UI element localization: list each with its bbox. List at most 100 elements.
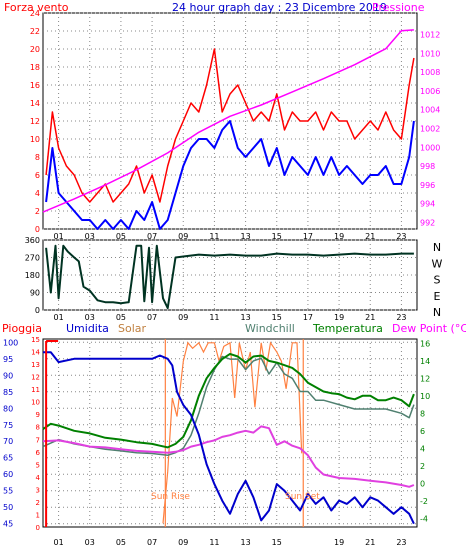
temp-tick-label: 6: [420, 427, 425, 436]
compass-label: N: [433, 306, 441, 319]
direction-tick-label: 270: [25, 254, 40, 263]
pressure-label: Pressione: [372, 1, 425, 14]
climate-series: [42, 339, 415, 527]
x-tick-label: 09: [178, 313, 188, 322]
y-left-tick-label: 16: [30, 81, 40, 90]
x-tick-label: 05: [116, 232, 126, 241]
climate-axes: 4550556065707580859095100012345678910111…: [3, 336, 430, 547]
windchill-series-line: [42, 355, 415, 457]
x-tick-label: 03: [85, 313, 95, 322]
y-right-tick-label: 998: [420, 162, 435, 171]
y-left-tick-label: 10: [30, 135, 40, 144]
humidity-tick-label: 100: [3, 338, 18, 347]
wind-series: [42, 29, 415, 230]
x-tick-label: 15: [272, 538, 282, 547]
x-tick-label: 13: [240, 538, 250, 547]
x-tick-label: 07: [147, 538, 157, 547]
x-tick-label: 01: [53, 313, 63, 322]
humidity-tick-label: 50: [3, 503, 13, 512]
climate-plot-frame: [42, 338, 418, 528]
temp-tick-label: 0: [420, 479, 425, 488]
y-right-tick-label: 994: [420, 200, 435, 209]
x-tick-label: 17: [303, 313, 313, 322]
humidity-tick-label: 60: [3, 470, 13, 479]
humidity-series-line: [43, 351, 415, 525]
humidity-tick-label: 85: [3, 388, 13, 397]
y-left-tick-label: 4: [35, 189, 40, 198]
x-tick-label: 15: [272, 232, 282, 241]
y-left-tick-label: 8: [35, 153, 40, 162]
y-left-tick-label: 6: [35, 171, 40, 180]
rain-tick-label: 6: [36, 449, 41, 457]
x-tick-label: 23: [396, 538, 406, 547]
rain-tick-label: 5: [36, 461, 40, 469]
wind-label: Forza vento: [4, 1, 69, 14]
rain-tick-label: 12: [31, 374, 40, 382]
x-tick-label: 13: [240, 313, 250, 322]
wind-series-line: [45, 48, 415, 203]
temp-tick-label: 14: [420, 357, 430, 366]
x-tick-label: 17: [303, 232, 313, 241]
temp-tick-label: 8: [420, 409, 425, 418]
temp-tick-label: 2: [420, 462, 425, 471]
y-right-tick-label: 992: [420, 218, 435, 227]
humidity-tick-label: 45: [3, 520, 13, 529]
sun-set-label: Sun Set: [285, 492, 320, 502]
temp-tick-label: 16: [420, 339, 430, 348]
x-tick-label: 11: [209, 232, 219, 241]
rain-tick-label: 9: [36, 411, 40, 419]
legend-humidity: Umidita: [66, 322, 109, 335]
x-tick-label: 21: [365, 538, 375, 547]
temp-tick-label: 4: [420, 444, 425, 453]
humidity-tick-label: 70: [3, 437, 13, 446]
y-left-tick-label: 0: [35, 225, 40, 234]
x-tick-label: 05: [116, 313, 126, 322]
legend-solar: Solar: [118, 322, 147, 335]
direction-tick-label: 180: [25, 271, 40, 280]
x-tick-label: 03: [85, 538, 95, 547]
y-right-tick-label: 1004: [420, 106, 440, 115]
x-tick-label: 21: [365, 313, 375, 322]
direction-tick-label: 90: [30, 289, 40, 298]
y-left-tick-label: 12: [30, 117, 40, 126]
rain-tick-label: 8: [36, 424, 40, 432]
y-left-tick-label: 14: [30, 99, 40, 108]
rain-tick-label: 4: [36, 474, 41, 482]
direction-tick-label: 360: [25, 236, 40, 245]
y-right-tick-label: 1010: [420, 49, 440, 58]
y-left-tick-label: 20: [30, 45, 40, 54]
legend-windchill: Windchill: [245, 322, 295, 335]
compass-label: E: [434, 290, 441, 303]
y-right-tick-label: 1000: [420, 143, 440, 152]
x-tick-label: 13: [240, 232, 250, 241]
y-right-tick-label: 1012: [420, 31, 440, 40]
y-right-tick-label: 1008: [420, 68, 440, 77]
rain-tick-label: 2: [36, 499, 40, 507]
chart-title: 24 hour graph day : 23 Dicembre 2019: [172, 1, 387, 14]
humidity-tick-label: 95: [3, 355, 13, 364]
x-tick-label: 05: [116, 538, 126, 547]
y-right-tick-label: 1002: [420, 125, 440, 134]
legend-dewpoint: Dew Point (°C): [392, 322, 466, 335]
x-tick-label: 03: [85, 232, 95, 241]
temp-tick-label: 12: [420, 374, 430, 383]
rain-tick-label: 11: [31, 386, 40, 394]
legend-rain: Pioggia: [2, 322, 42, 335]
x-tick-label: 01: [53, 232, 63, 241]
x-tick-label: 19: [334, 232, 344, 241]
humidity-tick-label: 80: [3, 404, 13, 413]
x-tick-label: 19: [334, 313, 344, 322]
direction-series-line: [45, 244, 414, 310]
x-tick-label: 09: [178, 232, 188, 241]
y-left-tick-label: 24: [30, 9, 40, 18]
x-tick-label: 21: [365, 232, 375, 241]
humidity-tick-label: 55: [3, 487, 13, 496]
solar-series-line: [162, 341, 303, 524]
gust-series-line: [45, 120, 415, 230]
y-left-tick-label: 22: [30, 27, 40, 36]
humidity-tick-label: 90: [3, 371, 13, 380]
humidity-tick-label: 65: [3, 454, 13, 463]
x-tick-label: 11: [209, 538, 219, 547]
temp-tick-label: -2: [420, 497, 428, 506]
